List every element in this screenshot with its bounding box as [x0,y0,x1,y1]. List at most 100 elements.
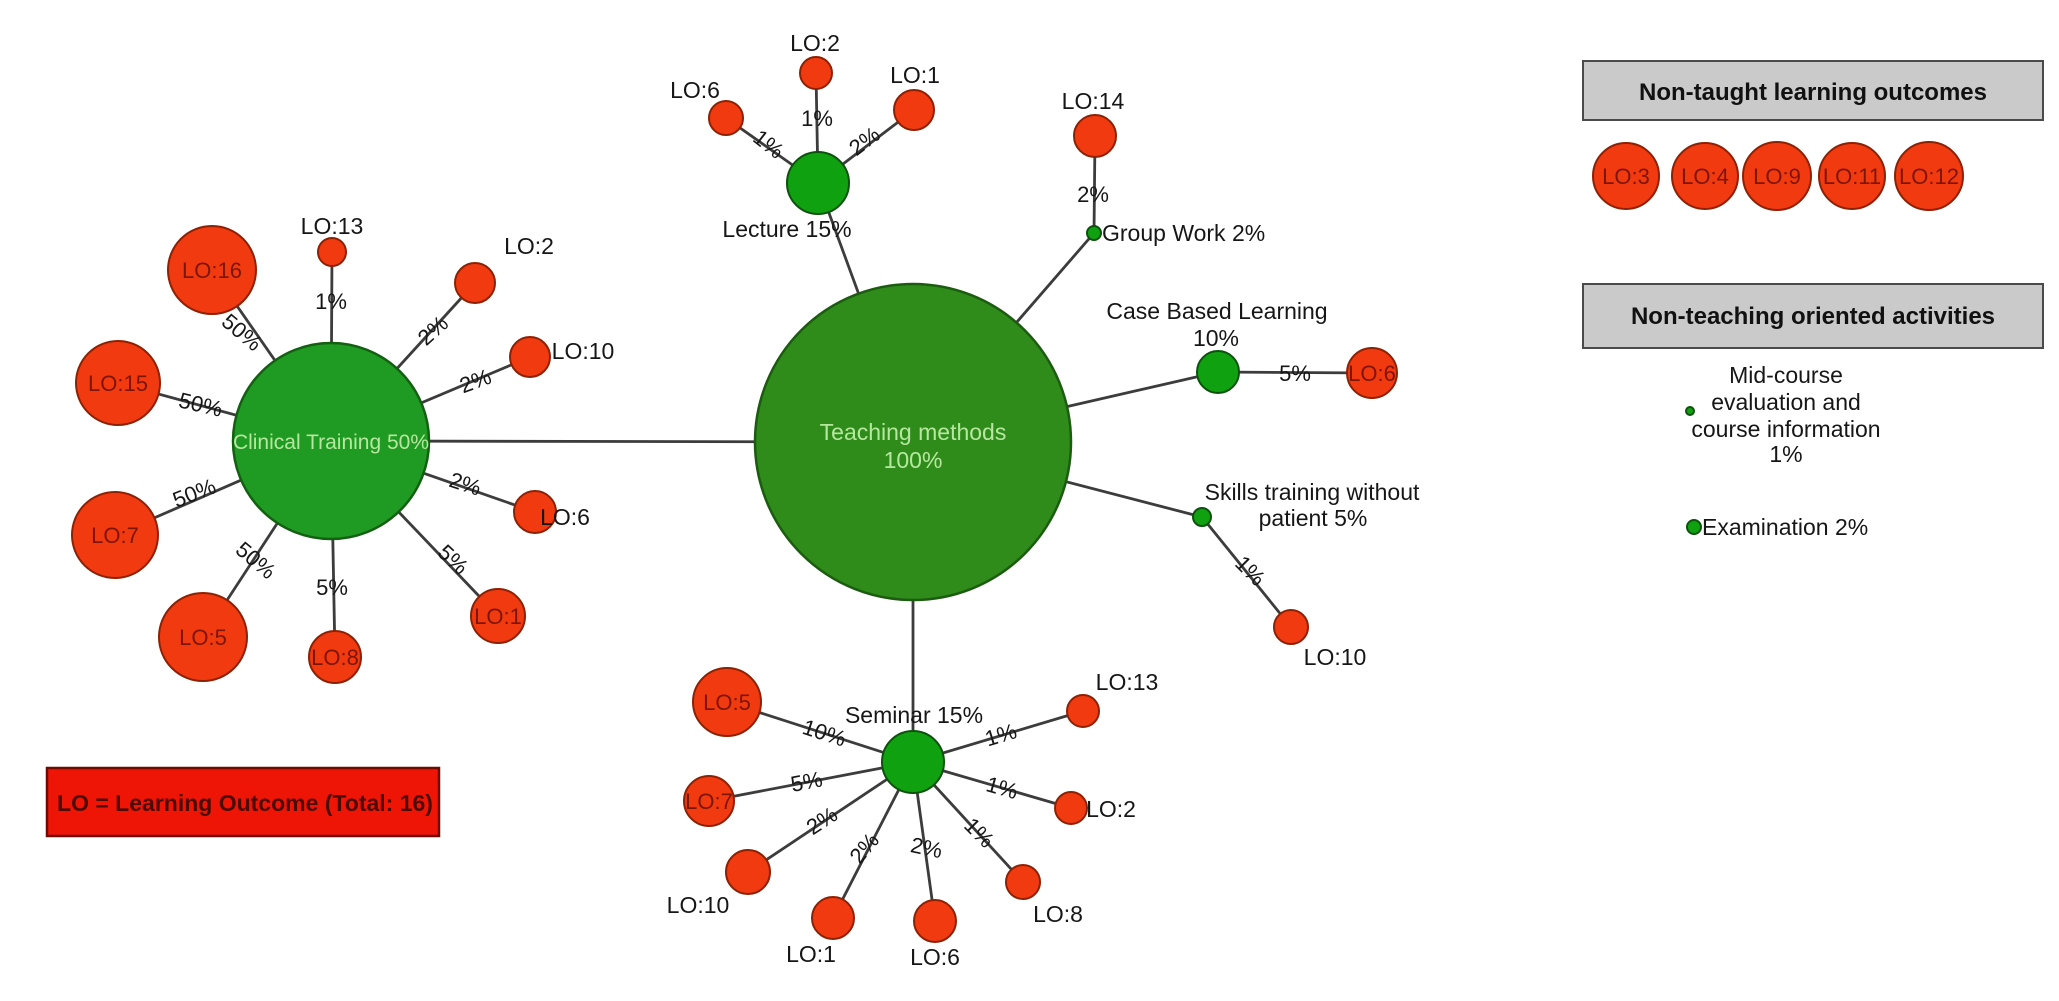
seminar-hub [881,730,945,794]
seminar-lo7-label: LO:7 [685,789,733,814]
clinical-lo16-pct: 50% [217,309,267,356]
panel-lo3-label: LO:3 [1602,164,1650,189]
midcourse-label-line1: Mid-course [1729,362,1843,388]
legend-box [45,766,441,838]
cbl-lo6-label: LO:6 [1348,361,1396,386]
clinical-lo1-node [470,588,526,644]
panel-lo12-node [1894,141,1964,211]
clinical-lo2-node [454,262,496,304]
seminar-lo1-label: LO:1 [786,941,836,967]
cbl-label-line2: 10% [1193,325,1239,351]
lecture-label: Lecture 15% [722,216,851,242]
seminar-lo1-node [811,896,855,940]
midcourse-label-line2: evaluation and [1711,389,1861,415]
seminar-lo10-label: LO:10 [667,892,730,918]
seminar-lo7-pct: 5% [789,766,825,797]
skills-lo10-label: LO:10 [1304,644,1367,670]
seminar-lo13-label: LO:13 [1096,669,1159,695]
seminar-lo2-pct: 1% [983,771,1020,804]
edge-seminar-lo10 [747,760,914,874]
examination-label: Examination 2% [1702,514,1868,540]
lecture-lo1-pct: 2% [844,121,884,160]
edge-seminar-lo7 [708,760,914,803]
clinical-lo1-pct: 5% [433,540,473,580]
clinical-lo6-label: LO:6 [540,504,590,530]
lecture-hub [786,151,850,215]
clinical-lo10-label: LO:10 [552,338,615,364]
clinical-lo7-label: LO:7 [91,523,139,548]
clinical-lo1-label: LO:1 [474,604,522,629]
case-based-learning-hub [1196,350,1240,394]
clinical-lo16-label: LO:16 [182,258,242,283]
panel-lo4-node [1671,142,1739,210]
cbl-lo6-pct: 5% [1279,361,1311,386]
midcourse-label-line4: 1% [1769,441,1802,467]
seminar-lo5-node [692,667,762,737]
lecture-lo2-label: LO:2 [790,30,840,56]
activities-header-label: Non-teaching oriented activities [1631,303,1995,330]
groupwork-lo14-node [1073,114,1117,158]
clinical-lo13-pct: 1% [315,289,347,314]
non-taught-header-label: Non-taught learning outcomes [1639,79,1987,106]
clinical-lo15-label: LO:15 [88,371,148,396]
clinical-lo13-node [317,237,347,267]
seminar-lo5-label: LO:5 [703,690,751,715]
lecture-lo6-node [708,100,744,136]
seminar-lo10-node [725,849,771,895]
legend-label: LO = Learning Outcome (Total: 16) [57,790,433,816]
teaching-methods-hub [753,282,1073,602]
panel-lo9-label: LO:9 [1753,164,1801,189]
skills-lo10-node [1273,609,1309,645]
clinical-lo13-label: LO:13 [301,213,364,239]
clinical-training-label: Clinical Training 50% [233,431,429,454]
seminar-lo7-node [683,775,735,827]
seminar-lo1-pct: 2% [844,828,884,868]
skills-training-dot [1192,507,1212,527]
midcourse-dot [1685,406,1695,416]
examination-dot [1686,519,1702,535]
clinical-lo8-label: LO:8 [311,645,359,670]
clinical-lo15-node [75,340,161,426]
group-work-dot [1086,225,1102,241]
lecture-lo1-node [893,89,935,131]
lecture-lo1-label: LO:1 [890,62,940,88]
edge-skills-lo10 [1200,516,1293,628]
seminar-lo2-node [1054,791,1088,825]
seminar-lo2-label: LO:2 [1086,796,1136,822]
activities-header-box [1582,283,2044,349]
non-taught-header-box [1582,60,2044,121]
clinical-training-hub [231,341,431,541]
clinical-lo6-pct: 2% [446,467,484,501]
seminar-lo5-pct: 10% [800,714,850,751]
seminar-lo6-pct: 2% [908,832,944,863]
teaching-methods-label-line1: Teaching methods [820,419,1007,445]
clinical-lo2-label: LO:2 [504,233,554,259]
groupwork-lo14-pct: 2% [1077,182,1109,207]
clinical-lo15-pct: 50% [176,388,225,422]
lecture-lo6-label: LO:6 [670,77,720,103]
seminar-lo8-label: LO:8 [1033,901,1083,927]
skills-label-line1: Skills training without [1205,479,1420,505]
clinical-lo10-node [509,336,551,378]
seminar-lo13-pct: 1% [982,718,1020,751]
skills-lo10-pct: 1% [1230,551,1270,591]
clinical-lo6-node [513,490,557,534]
clinical-lo8-pct: 5% [316,575,348,600]
groupwork-lo14-label: LO:14 [1062,88,1125,114]
seminar-lo13-node [1066,694,1100,728]
cbl-lo6-node [1346,347,1398,399]
panel-lo11-node [1818,142,1886,210]
group-work-label: Group Work 2% [1102,220,1265,246]
panel-lo11-label: LO:11 [1823,164,1881,189]
clinical-lo5-pct: 50% [231,537,281,584]
seminar-label: Seminar 15% [845,702,983,728]
panel-lo3-node [1592,142,1660,210]
panel-lo4-label: LO:4 [1681,164,1729,189]
seminar-lo8-node [1005,864,1041,900]
clinical-lo7-node [71,491,159,579]
seminar-lo10-pct: 2% [802,802,842,840]
lecture-lo2-pct: 1% [801,106,833,131]
panel-lo9-node [1742,141,1812,211]
